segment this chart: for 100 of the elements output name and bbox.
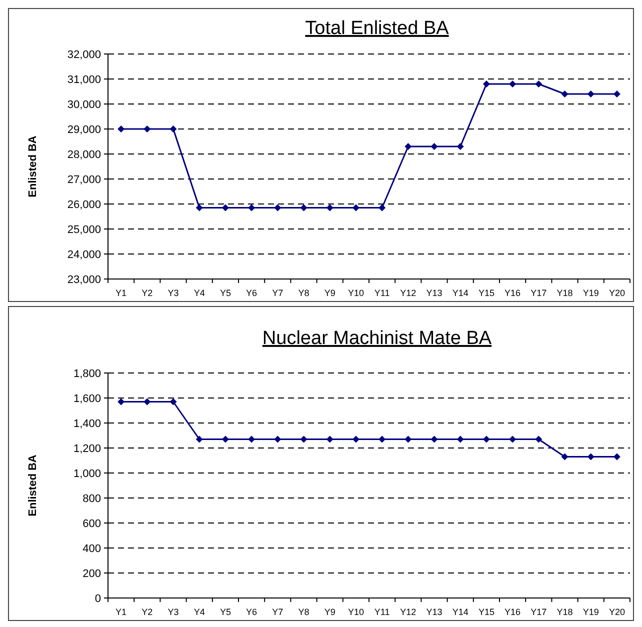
y-tick-label: 1,800 [73, 368, 101, 380]
point [456, 143, 464, 150]
x-tick-label: Y1 [116, 607, 127, 617]
y-tick-label: 23,000 [67, 274, 101, 286]
y-tick-label: 31,000 [67, 74, 101, 86]
x-tick-label: Y16 [504, 607, 521, 617]
x-tick-label: Y5 [220, 288, 231, 298]
x-tick-label: Y10 [348, 288, 364, 298]
x-tick-label: Y14 [452, 607, 468, 617]
point [144, 398, 151, 406]
y-tick-label: 0 [94, 592, 101, 605]
x-tick-label: Y4 [194, 607, 205, 617]
x-tick-label: Y13 [426, 288, 442, 298]
x-tick-label: Y16 [504, 288, 521, 298]
y-tick-label: 1,600 [73, 392, 101, 405]
point [430, 436, 438, 443]
point [274, 204, 282, 212]
point [118, 126, 125, 132]
y-tick-label: 29,000 [67, 124, 101, 136]
point [509, 436, 516, 443]
point [326, 436, 334, 443]
x-tick-label: Y17 [530, 288, 547, 298]
point [482, 436, 490, 443]
x-tick-label: Y11 [374, 607, 390, 617]
point [561, 453, 568, 460]
x-tick-label: Y1 [116, 288, 127, 298]
point [326, 204, 334, 212]
point [535, 80, 542, 88]
x-tick-label: Y18 [556, 288, 573, 298]
x-tick-label: Y18 [556, 607, 573, 617]
point [561, 90, 568, 98]
point [587, 90, 594, 98]
y-tick-label: 400 [82, 542, 101, 555]
x-tick-label: Y7 [272, 607, 284, 617]
x-tick-label: Y6 [246, 607, 258, 617]
point [378, 436, 386, 443]
x-tick-label: Y5 [220, 607, 231, 617]
point [170, 126, 177, 132]
y-tick-label: 24,000 [67, 248, 101, 261]
x-tick-label: Y9 [324, 288, 336, 298]
point [248, 204, 256, 212]
y-tick-label: 32,000 [67, 48, 101, 61]
point [404, 436, 412, 443]
point [222, 204, 229, 212]
point [509, 80, 516, 88]
point [300, 204, 308, 212]
chart-title: Nuclear Machinist Mate BA [262, 328, 492, 349]
x-tick-label: Y20 [608, 607, 625, 617]
y-axis-title: Enlisted BA [27, 136, 39, 198]
x-tick-label: Y17 [530, 607, 547, 617]
point [170, 398, 177, 406]
x-tick-label: Y12 [400, 288, 416, 298]
point [456, 436, 464, 443]
y-tick-label: 600 [82, 518, 101, 530]
point [352, 436, 360, 443]
x-tick-label: Y9 [324, 607, 336, 617]
point [352, 204, 360, 212]
point [535, 436, 542, 443]
point [248, 436, 256, 443]
x-tick-label: Y7 [272, 288, 284, 298]
point [613, 90, 620, 98]
point [482, 80, 490, 88]
y-tick-label: 200 [82, 568, 101, 580]
x-tick-label: Y12 [400, 607, 416, 617]
x-tick-label: Y19 [582, 288, 599, 298]
y-tick-label: 26,000 [67, 198, 101, 211]
x-tick-label: Y20 [608, 288, 625, 298]
x-tick-label: Y15 [478, 607, 494, 617]
point [378, 204, 386, 212]
y-tick-label: 1,400 [73, 418, 101, 430]
point [118, 398, 125, 406]
point [587, 453, 594, 460]
x-tick-label: Y6 [246, 288, 258, 298]
x-tick-label: Y11 [374, 288, 390, 298]
x-tick-label: Y19 [582, 607, 599, 617]
y-axis-title: Enlisted BA [27, 454, 39, 516]
y-tick-label: 30,000 [67, 98, 101, 111]
point [404, 143, 412, 150]
point [196, 436, 203, 443]
x-tick-label: Y3 [168, 288, 179, 298]
point [430, 143, 438, 150]
x-tick-label: Y13 [426, 607, 442, 617]
x-tick-label: Y15 [478, 288, 494, 298]
chart-title: Total Enlisted BA [305, 18, 450, 39]
x-tick-label: Y2 [142, 607, 153, 617]
point [613, 453, 620, 460]
y-tick-label: 1,200 [73, 442, 101, 455]
point [300, 436, 308, 443]
y-tick-label: 27,000 [67, 174, 101, 186]
x-tick-label: Y4 [194, 288, 205, 298]
x-tick-label: Y3 [168, 607, 179, 617]
y-tick-label: 1,000 [73, 468, 101, 480]
x-tick-label: Y8 [298, 607, 310, 617]
x-tick-label: Y8 [298, 288, 310, 298]
point [196, 204, 203, 212]
point [274, 436, 282, 443]
x-tick-label: Y14 [452, 288, 468, 298]
x-tick-label: Y10 [348, 607, 364, 617]
y-tick-label: 25,000 [67, 224, 101, 236]
y-tick-label: 800 [82, 492, 101, 505]
